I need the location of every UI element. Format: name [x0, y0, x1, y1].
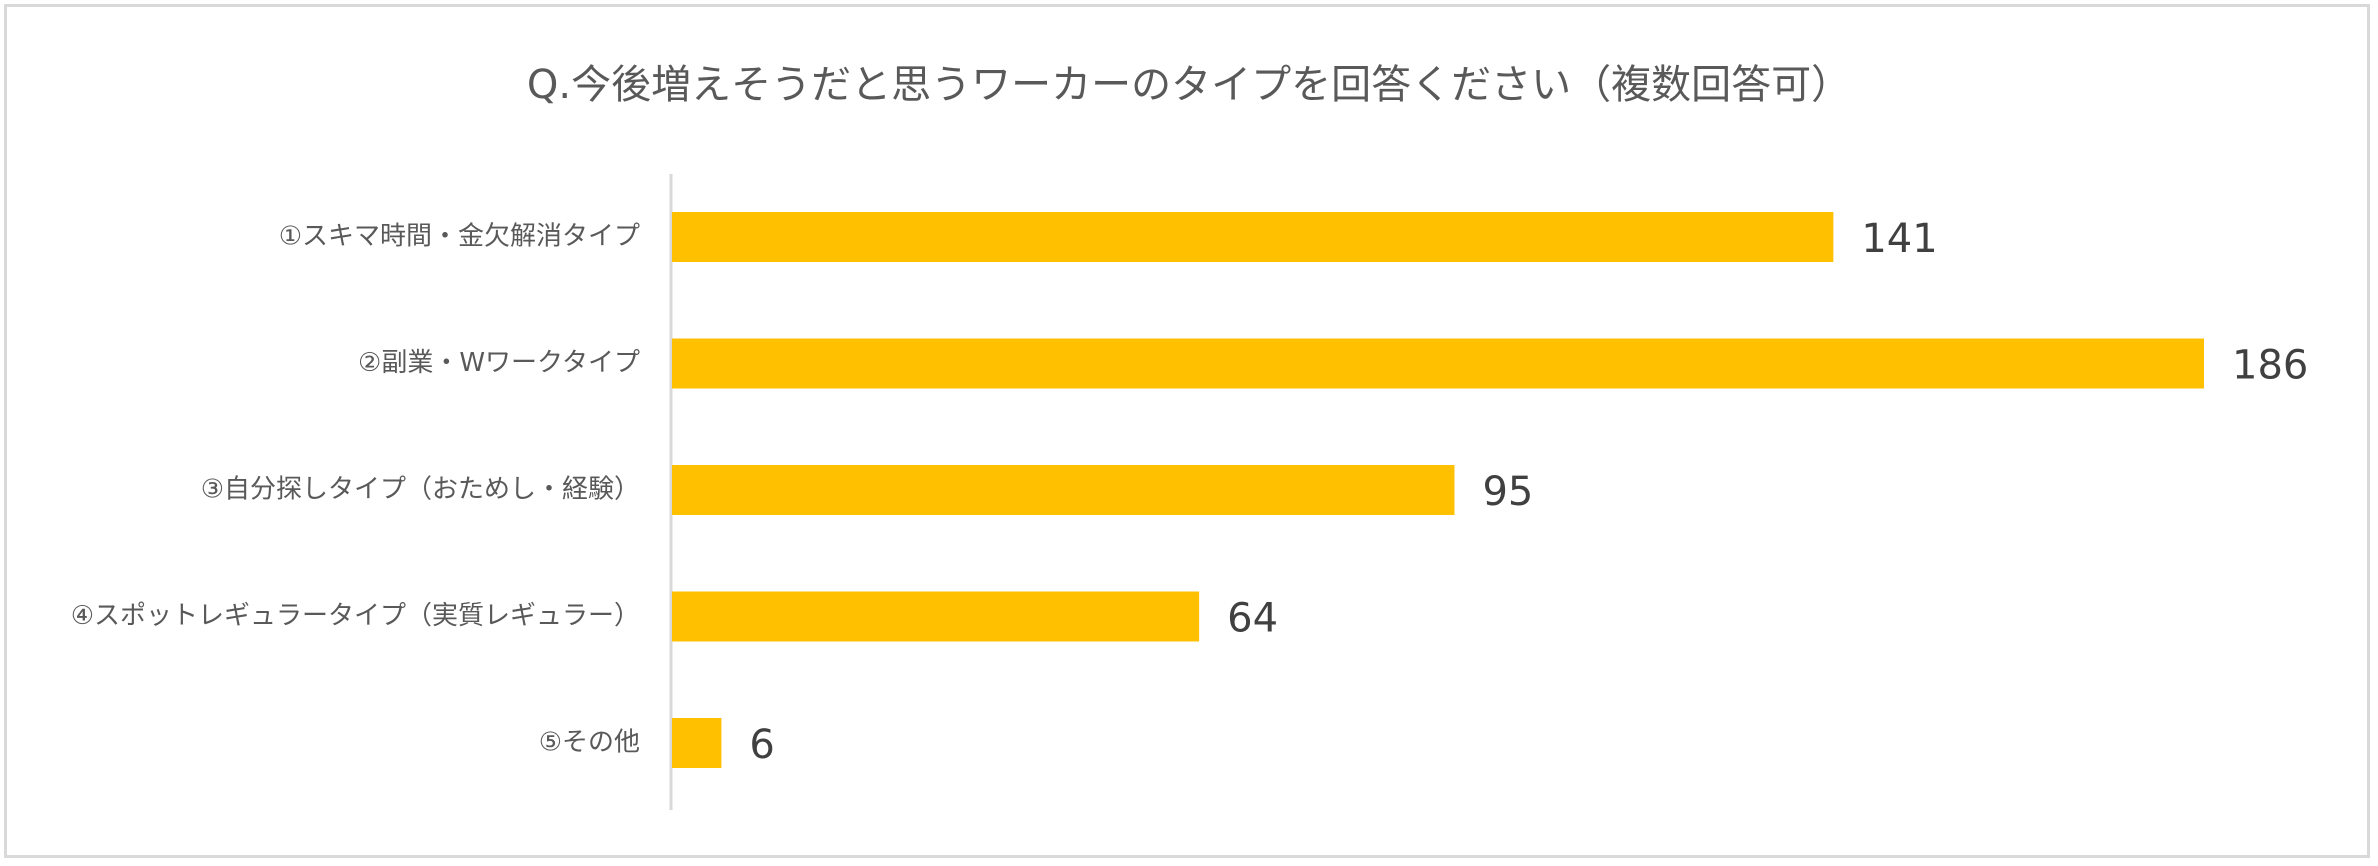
data-label-4: 64	[1227, 596, 1278, 642]
data-label-3: 95	[1482, 469, 1533, 515]
category-label-5: ⑤その他	[539, 728, 640, 758]
data-label-1: 141	[1861, 216, 1937, 262]
bar-3	[672, 465, 1454, 515]
data-label-5: 6	[749, 722, 774, 768]
bar-4	[672, 592, 1199, 642]
bar-5	[672, 718, 721, 768]
bars-group	[672, 212, 2204, 768]
category-label-1: ①スキマ時間・金欠解消タイプ	[279, 222, 640, 252]
category-label-4: ④スポットレギュラータイプ（実質レギュラー）	[71, 601, 640, 631]
bar-1	[672, 212, 1833, 262]
data-label-2: 186	[2232, 343, 2308, 389]
bar-2	[672, 339, 2204, 389]
category-labels-group: ①スキマ時間・金欠解消タイプ ②副業・Wワークタイプ ③自分探しタイプ（おためし・経…	[71, 222, 640, 758]
category-label-2: ②副業・Wワークタイプ	[358, 348, 640, 378]
category-label-3: ③自分探しタイプ（おためし・経験）	[201, 475, 640, 505]
